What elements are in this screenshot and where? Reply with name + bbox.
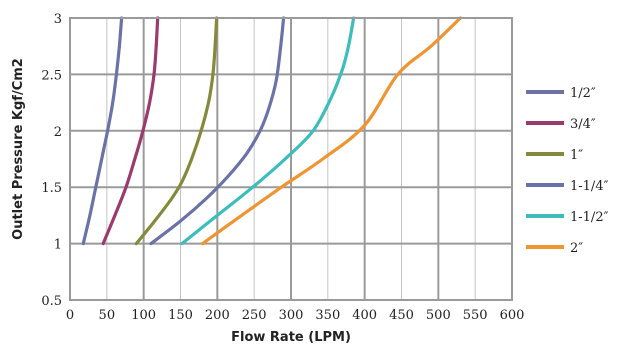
x-axis-title: Flow Rate (LPM) — [231, 330, 351, 345]
y-tick-label: 2 — [54, 125, 62, 140]
x-tick-label: 500 — [426, 308, 451, 323]
x-tick-label: 550 — [463, 308, 488, 323]
x-tick-label: 600 — [500, 308, 525, 323]
legend-label: 2″ — [570, 241, 583, 256]
x-tick-label: 450 — [389, 308, 414, 323]
y-tick-label: 0.5 — [41, 294, 62, 309]
series-line — [101, 16, 160, 246]
x-tick-label: 350 — [315, 308, 340, 323]
x-tick-label: 100 — [131, 308, 156, 323]
legend-label: 1-1/2″ — [570, 210, 609, 225]
x-tick-label: 0 — [66, 308, 74, 323]
x-tick-label: 250 — [242, 308, 267, 323]
x-tick-label: 50 — [99, 308, 116, 323]
x-tick-label: 300 — [279, 308, 304, 323]
y-tick-label: 1 — [54, 238, 62, 253]
y-axis-ticks: 0.5 1 1.5 2 2.5 3 — [41, 12, 62, 309]
x-tick-label: 200 — [205, 308, 230, 323]
x-axis-ticks: 0 50 100 150 200 250 300 350 400 450 500 550 600 — [66, 308, 525, 323]
x-tick-label: 400 — [352, 308, 377, 323]
y-tick-label: 1.5 — [41, 181, 62, 196]
legend-label: 1/2″ — [570, 86, 596, 101]
series-line — [149, 16, 286, 246]
series-line — [81, 16, 124, 246]
series-line — [180, 16, 356, 246]
legend-label: 1″ — [570, 148, 583, 163]
legend-label: 3/4″ — [570, 117, 596, 132]
y-tick-label: 2.5 — [41, 68, 62, 83]
y-tick-label: 3 — [54, 12, 62, 27]
series-line — [134, 16, 219, 246]
legend: 1/2″ 3/4″ 1″ 1-1/4″ 1-1/2″ 2″ — [526, 86, 609, 256]
x-tick-label: 150 — [168, 308, 193, 323]
plot-frame — [69, 17, 513, 301]
series-lines — [81, 16, 462, 246]
series-line — [201, 16, 462, 246]
legend-label: 1-1/4″ — [570, 179, 609, 194]
y-axis-title: Outlet Pressure Kgf/Cm2 — [11, 58, 26, 240]
